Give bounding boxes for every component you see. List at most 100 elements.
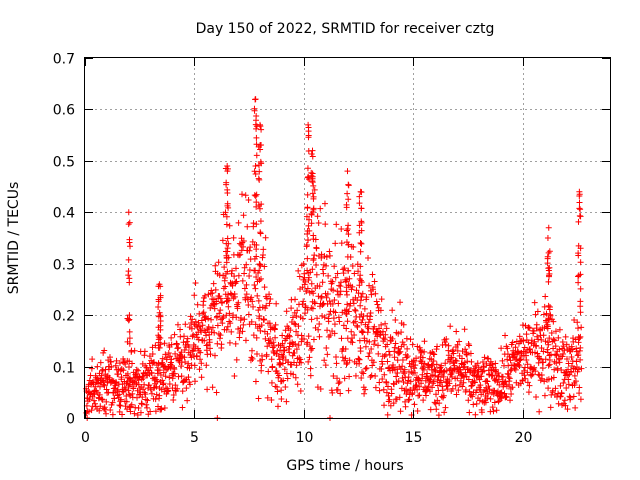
data-point [277, 361, 284, 368]
data-point [577, 285, 584, 292]
data-point [433, 346, 440, 353]
data-point [446, 358, 453, 365]
data-point [224, 323, 231, 330]
data-point [368, 346, 375, 353]
data-point [336, 378, 343, 385]
data-point [450, 346, 457, 353]
data-point [249, 298, 256, 305]
data-point [219, 315, 226, 322]
data-point [253, 152, 260, 159]
data-point [365, 254, 372, 261]
data-point [216, 335, 223, 342]
y-tick-label: 0 [66, 412, 75, 428]
data-point [351, 270, 358, 277]
data-point [154, 370, 161, 377]
data-point [98, 396, 105, 403]
data-point [382, 320, 389, 327]
data-point [332, 274, 339, 281]
data-point [568, 343, 575, 350]
data-point [374, 301, 381, 308]
data-point [531, 299, 538, 306]
data-point [224, 202, 231, 209]
data-point [387, 402, 394, 409]
data-point [577, 344, 584, 351]
data-point [546, 352, 553, 359]
data-point [237, 251, 244, 258]
data-point [560, 343, 567, 350]
data-point [171, 370, 178, 377]
data-point [547, 404, 554, 411]
data-point [343, 239, 350, 246]
data-point [367, 310, 374, 317]
data-point [269, 344, 276, 351]
data-point [186, 365, 193, 372]
data-point [547, 303, 554, 310]
data-point [397, 299, 404, 306]
data-point [330, 287, 337, 294]
data-point [263, 295, 270, 302]
data-point [485, 383, 492, 390]
data-point [381, 336, 388, 343]
data-point [392, 316, 399, 323]
data-point [252, 378, 259, 385]
data-point [189, 333, 196, 340]
data-point [152, 342, 159, 349]
data-point [174, 385, 181, 392]
data-point [560, 350, 567, 357]
data-point [432, 367, 439, 374]
data-point [349, 283, 356, 290]
data-point [498, 345, 505, 352]
data-point [390, 400, 397, 407]
data-point [448, 370, 455, 377]
data-point [155, 334, 162, 341]
data-point [193, 352, 200, 359]
data-point [248, 354, 255, 361]
data-point [533, 321, 540, 328]
data-point [271, 343, 278, 350]
data-point [131, 410, 138, 417]
data-point [227, 320, 234, 327]
data-point [97, 359, 104, 366]
data-point [195, 319, 202, 326]
data-point [127, 408, 134, 415]
data-point [354, 323, 361, 330]
data-point [397, 408, 404, 415]
data-point [349, 335, 356, 342]
data-point [366, 349, 373, 356]
data-point [359, 290, 366, 297]
data-point [544, 255, 551, 262]
data-point [331, 330, 338, 337]
data-point [449, 385, 456, 392]
data-point [217, 332, 224, 339]
data-point [144, 397, 151, 404]
data-point [143, 404, 150, 411]
data-point [241, 316, 248, 323]
data-point [394, 357, 401, 364]
data-point [490, 408, 497, 415]
data-point [217, 307, 224, 314]
data-point [344, 168, 351, 175]
data-point [253, 334, 260, 341]
data-point [177, 326, 184, 333]
data-point [159, 377, 166, 384]
data-point [109, 399, 116, 406]
data-point [450, 350, 457, 357]
data-point [420, 397, 427, 404]
data-point [402, 398, 409, 405]
data-point [372, 290, 379, 297]
data-point [258, 322, 265, 329]
data-point [357, 263, 364, 270]
data-point [575, 339, 582, 346]
data-point [238, 247, 245, 254]
data-point [483, 360, 490, 367]
data-point [555, 334, 562, 341]
data-point [214, 313, 221, 320]
data-point [507, 367, 514, 374]
data-point [357, 188, 364, 195]
data-point [554, 365, 561, 372]
data-point [484, 390, 491, 397]
data-point [160, 380, 167, 387]
data-point [524, 361, 531, 368]
data-point [324, 327, 331, 334]
data-point [394, 370, 401, 377]
